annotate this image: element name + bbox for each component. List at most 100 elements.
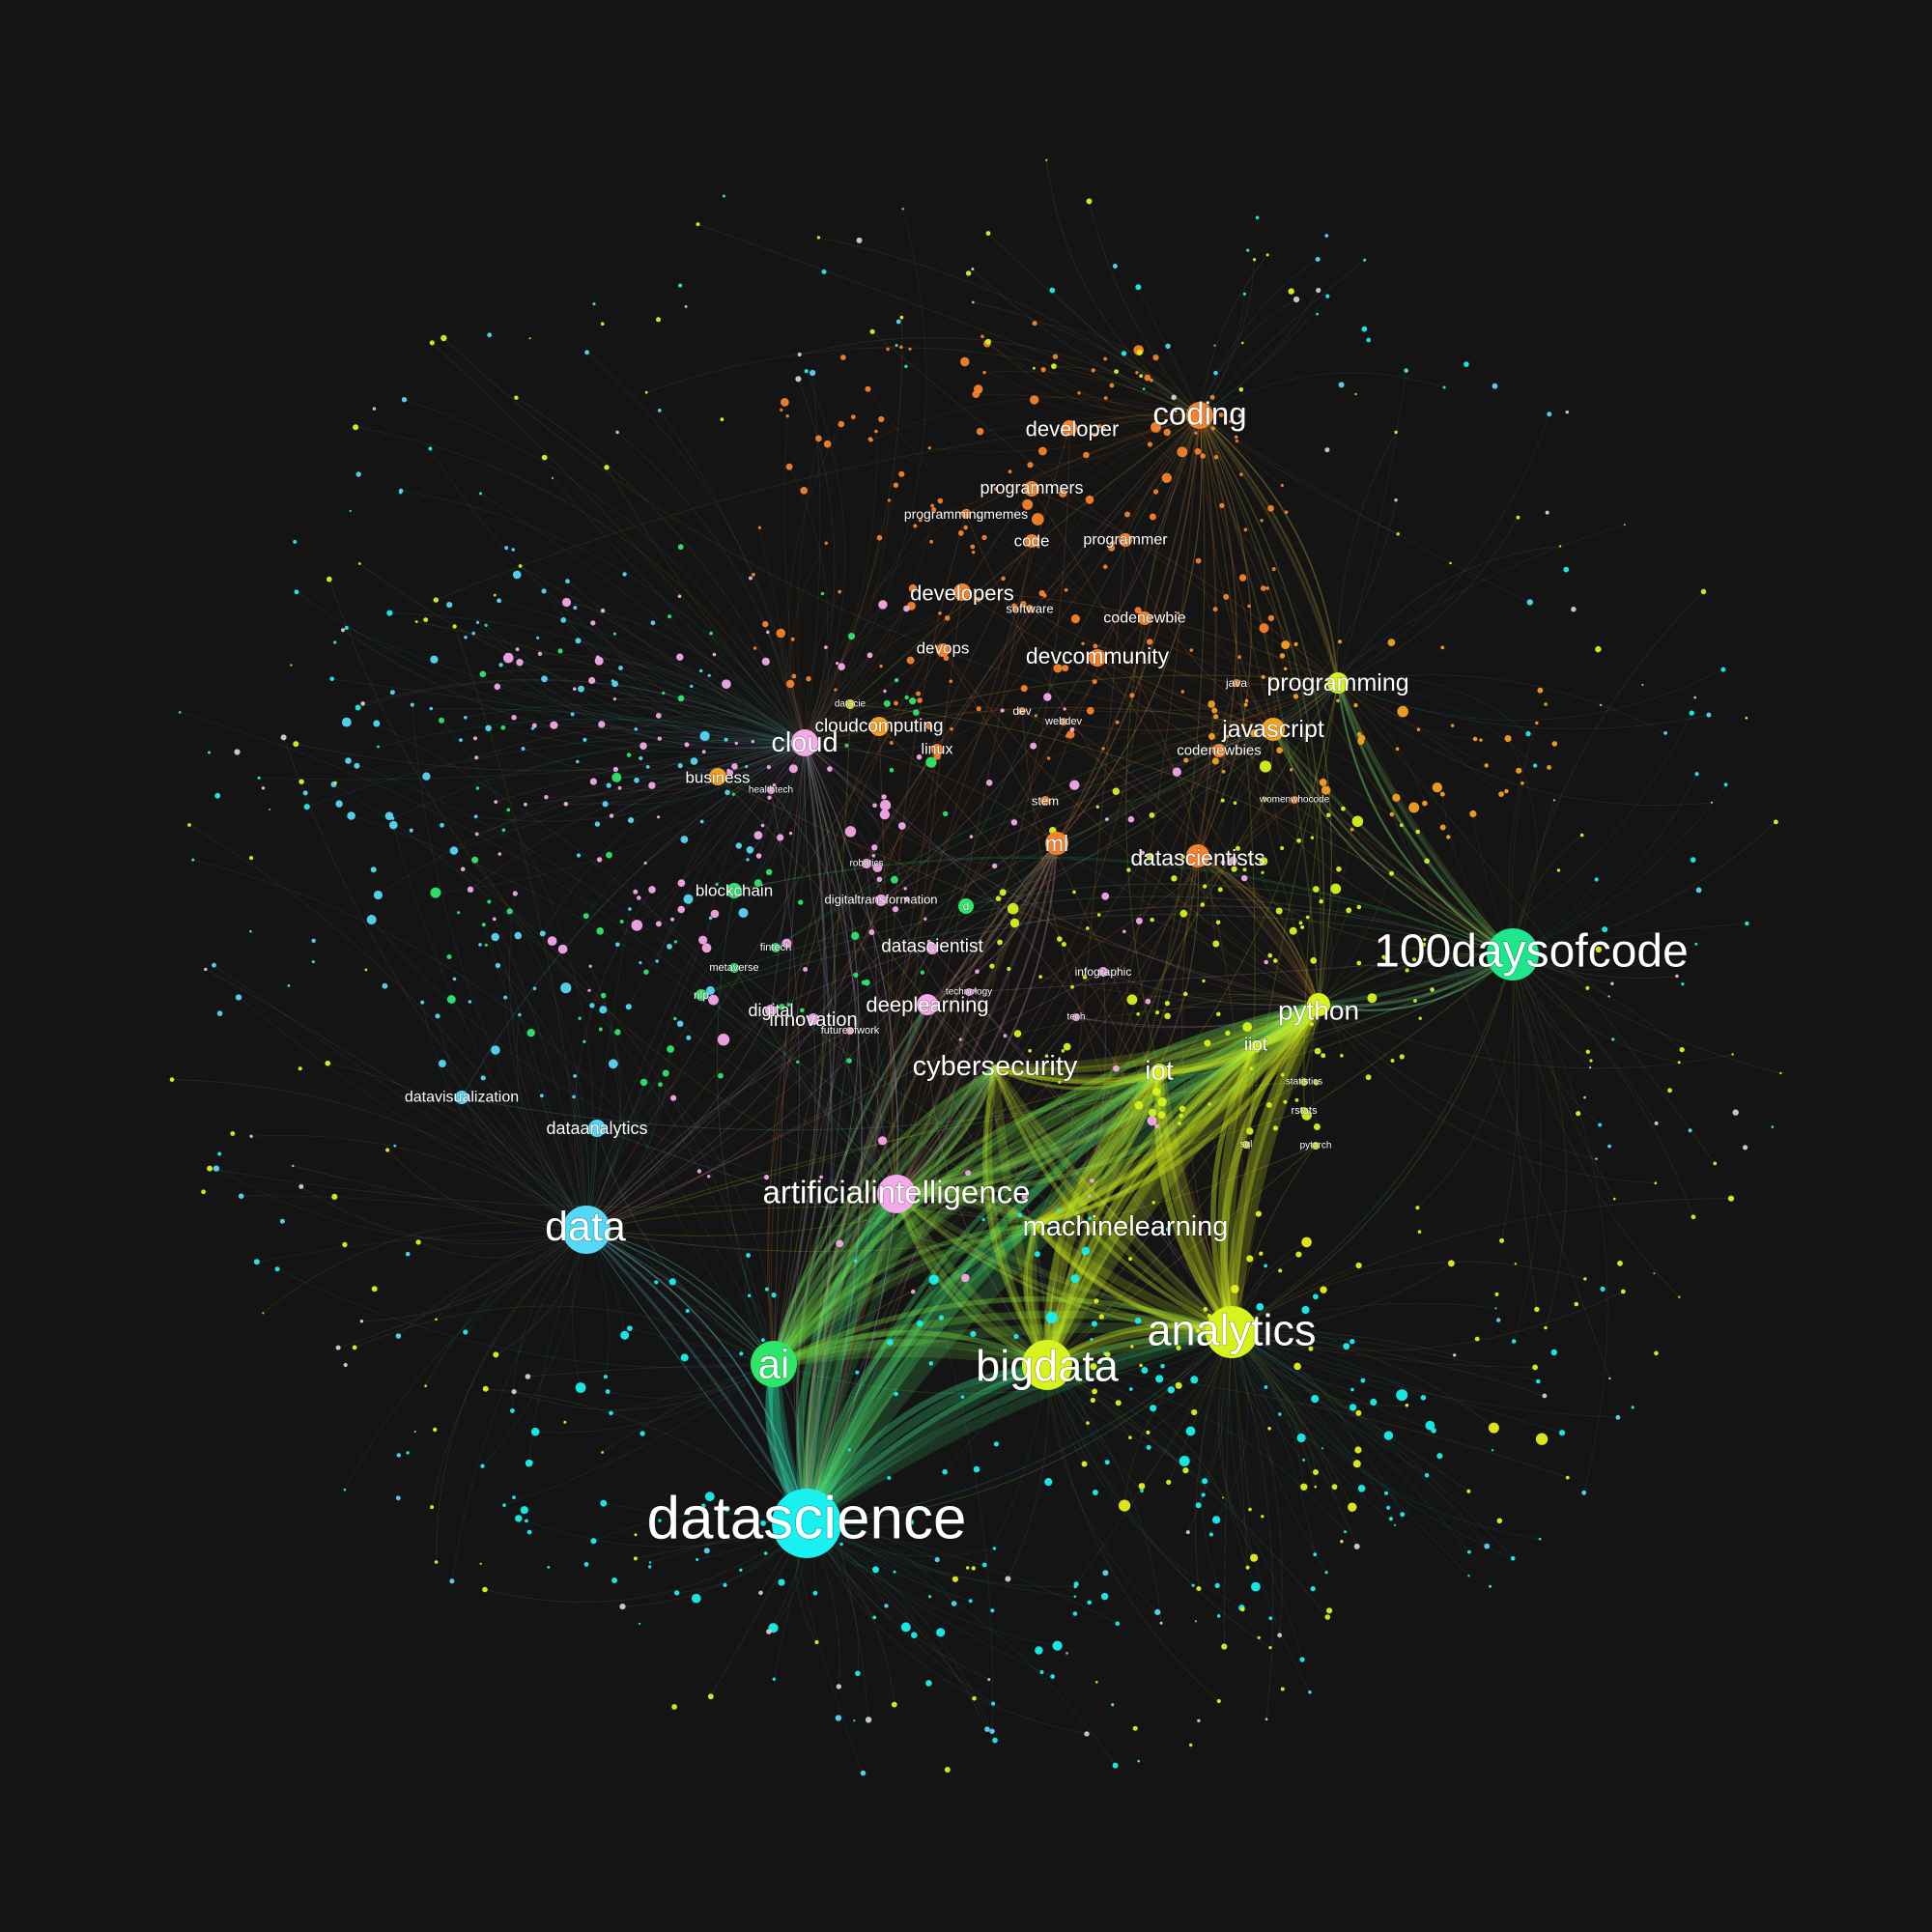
minor-node [1608,1377,1611,1380]
minor-node [874,429,878,434]
node-label-python: python [1278,996,1359,1026]
thin-edge [1199,290,1320,416]
strong-edge [893,1190,1051,1369]
minor-node [1033,366,1036,370]
strong-edge [894,1002,1321,1197]
minor-node [627,1325,633,1331]
minor-node [1526,599,1534,606]
minor-node [479,670,487,678]
minor-node [880,800,892,811]
thin-edge [554,724,806,744]
minor-node [1030,742,1037,750]
thin-edge [1231,1331,1470,1552]
minor-node [1242,1022,1253,1033]
hub-node-metaverse [729,963,739,973]
minor-node [853,1719,856,1722]
thin-edge [1096,657,1274,730]
thin-edge [659,410,806,744]
thin-edge [585,1009,772,1231]
minor-node [897,822,906,830]
thin-edge [1021,710,1233,1333]
minor-node [1617,1260,1623,1266]
hub-node-datascientist [926,943,938,954]
thin-edge [1337,682,1713,806]
minor-node [1576,1111,1581,1117]
strong-edge [1042,1040,1261,1370]
thin-edge [733,857,1514,955]
minor-node [916,753,923,760]
minor-node [1315,256,1321,262]
minor-node [292,1164,295,1168]
thin-edge [386,1150,587,1231]
minor-node [712,652,717,657]
thin-edge [1034,414,1201,544]
minor-node [746,858,750,862]
minor-node [262,1312,265,1315]
node-label-futureofwork: futureofwork [821,1025,880,1037]
thin-edge [926,1004,1233,1333]
minor-node [514,931,523,940]
minor-node [677,905,685,914]
minor-node [1220,798,1225,803]
thin-edge [362,679,806,744]
thin-edge [1046,1364,1158,1613]
thin-edge [806,540,1033,1524]
minor-node [1395,747,1400,752]
minor-node [1155,1010,1160,1015]
minor-node [1259,857,1268,866]
minor-node [343,1488,347,1492]
thin-edge [1318,712,1692,1006]
node-label-data: data [545,1204,626,1250]
strong-edge [768,1322,1237,1370]
minor-node [1202,979,1206,983]
minor-node [628,907,632,911]
minor-node [1356,960,1362,966]
minor-node [1179,1105,1186,1113]
thin-edge [931,682,1339,950]
minor-node [1325,294,1330,298]
minor-node [1598,1122,1603,1127]
minor-node [1355,1262,1362,1269]
minor-node [253,1259,260,1265]
minor-node [503,652,514,664]
thin-edge [1245,682,1339,1146]
minor-node [1336,866,1342,872]
minor-node [884,1604,889,1608]
minor-node [707,673,711,677]
minor-node [894,700,898,706]
minor-node [492,917,497,922]
minor-node [1157,1111,1166,1120]
minor-node [303,804,310,810]
thin-edge [585,414,1201,1231]
thin-edge [645,347,1201,416]
minor-node [428,446,433,451]
minor-node [1319,779,1327,786]
thin-edge [523,742,806,780]
strong-edge [769,1067,1164,1369]
minor-node [551,476,554,479]
minor-node [657,815,661,819]
minor-node [1424,1472,1430,1478]
minor-node [1394,498,1398,502]
minor-node [800,487,808,495]
minor-node [191,858,195,862]
strong-edge [1198,413,1340,685]
strong-edge [1033,1042,1259,1228]
thin-edge [585,948,933,1231]
thin-edge [415,621,806,744]
minor-node [1135,284,1142,291]
minor-node [1731,1053,1734,1056]
minor-node [746,846,754,854]
thin-edge [1195,1331,1233,1589]
minor-node [1094,1298,1099,1304]
minor-node [1259,760,1272,773]
thin-edge [1318,1004,1733,1069]
hub-node-d [958,898,974,914]
thin-edge [878,725,1233,1333]
thin-edge [292,1165,587,1231]
thin-edge [620,668,806,744]
thin-edge [441,1063,587,1231]
minor-node [752,573,755,577]
minor-node [901,208,904,211]
strong-edge [771,1065,998,1367]
